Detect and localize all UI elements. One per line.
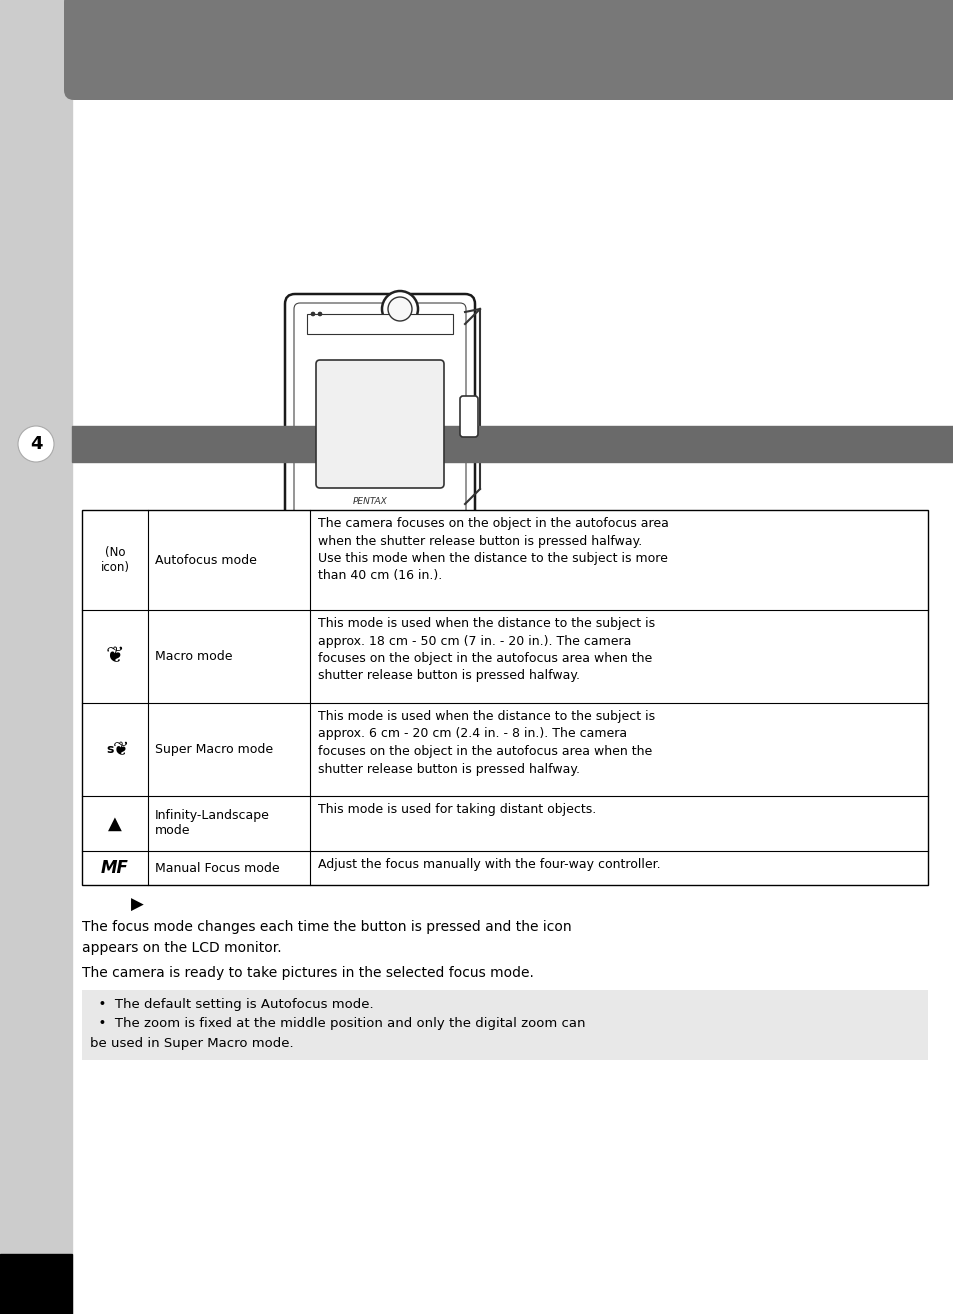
Bar [71,0,953,80]
Circle shape [312,313,314,315]
Bar [71,0,953,64]
Circle shape [381,290,417,327]
Text: 4: 4 [30,435,42,453]
Text: PENTAX: PENTAX [353,497,387,506]
Bar [0,0,71,1314]
Text: MF: MF [101,859,129,876]
Text: ☺  PICT  P  ⚡  ❃  ❂  ▲  ❶: ☺ PICT P ⚡ ❃ ❂ ▲ ❶ [735,837,923,851]
Text: Macro mode: Macro mode [154,650,233,664]
Text: Infinity-Landscape
mode: Infinity-Landscape mode [154,809,270,837]
Bar [82,510,927,886]
Circle shape [18,426,54,463]
Bar [0,1254,71,1314]
Circle shape [312,313,314,315]
Text: The camera focuses on the object in the autofocus area
when the shutter release : The camera focuses on the object in the … [317,516,668,582]
Text: s: s [106,742,113,756]
Text: ❦: ❦ [112,740,129,759]
Text: ▶: ▶ [131,896,143,915]
Text: This mode is used when the distance to the subject is
approx. 6 cm - 20 cm (2.4 : This mode is used when the distance to t… [317,710,655,775]
Text: Manual Focus mode: Manual Focus mode [154,862,279,875]
FancyBboxPatch shape [315,360,443,487]
FancyBboxPatch shape [285,294,475,533]
Text: This mode is used when the distance to the subject is
approx. 18 cm - 50 cm (7 i: This mode is used when the distance to t… [317,618,655,682]
Bar [82,989,927,1060]
Text: (No
icon): (No icon) [100,547,130,574]
Text: ☺ PICT P ⚡ 🏠 👫 ▲ 👤: ☺ PICT P ⚡ 🏠 👫 ▲ 👤 [743,834,923,853]
Circle shape [318,313,321,315]
Circle shape [318,313,321,315]
Text: This mode is used for taking distant objects.: This mode is used for taking distant obj… [317,803,596,816]
FancyBboxPatch shape [64,0,953,100]
FancyBboxPatch shape [459,396,477,438]
Text: Autofocus mode: Autofocus mode [154,553,256,566]
Text: ▲: ▲ [108,815,122,833]
Text: The focus mode changes each time the button is pressed and the icon
appears on t: The focus mode changes each time the but… [82,920,571,954]
Bar [307,314,453,334]
Circle shape [388,297,412,321]
Text: Adjust the focus manually with the four-way controller.: Adjust the focus manually with the four-… [317,858,659,871]
FancyBboxPatch shape [294,304,465,526]
Text: •  The default setting is Autofocus mode.
  •  The zoom is fixed at the middle p: • The default setting is Autofocus mode.… [90,999,585,1050]
Text: ❦: ❦ [106,646,124,666]
Text: Super Macro mode: Super Macro mode [154,742,273,756]
Text: The camera is ready to take pictures in the selected focus mode.: The camera is ready to take pictures in … [82,966,534,980]
Bar [71,426,953,463]
